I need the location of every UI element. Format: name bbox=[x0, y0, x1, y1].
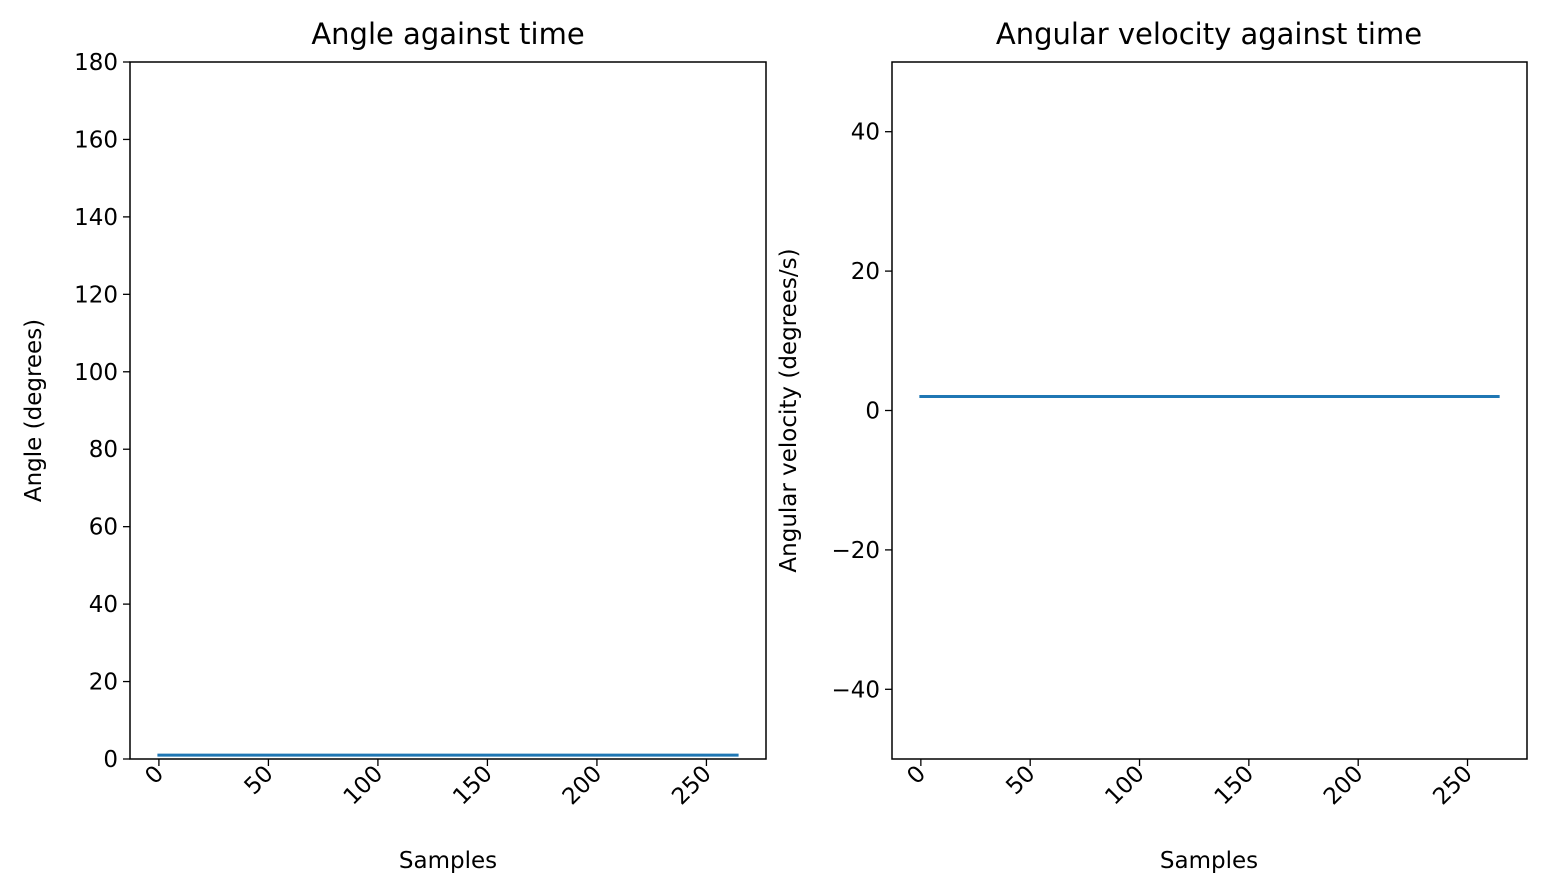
angle-chart-y-tick-label: 80 bbox=[89, 437, 118, 463]
angle-chart-axes-frame bbox=[129, 61, 767, 760]
angle-chart-y-axis-label: Angle (degrees) bbox=[21, 319, 47, 502]
angular-velocity-chart-title: Angular velocity against time bbox=[996, 17, 1422, 51]
angle-chart-y-tick-label: 140 bbox=[74, 205, 118, 231]
angular-velocity-chart-axes-frame bbox=[891, 61, 1528, 760]
angle-chart-y-tick-label: 0 bbox=[103, 747, 118, 773]
angle-chart: Angle against time Samples Angle (degree… bbox=[21, 17, 767, 874]
angle-chart-y-tick-label: 60 bbox=[89, 515, 118, 541]
angular-velocity-chart-y-tick-label: −20 bbox=[831, 538, 880, 564]
angular-velocity-chart-y-tick-label: 0 bbox=[865, 399, 880, 425]
angle-chart-y-tick-label: 180 bbox=[74, 50, 118, 76]
angular-velocity-chart-y-tick-label: 40 bbox=[851, 120, 880, 146]
angle-chart-y-tick-label: 120 bbox=[74, 282, 118, 308]
angular-velocity-chart-y-tick-label: 20 bbox=[851, 259, 880, 285]
angle-chart-y-tick-label: 40 bbox=[89, 592, 118, 618]
angle-chart-y-tick-label: 100 bbox=[74, 360, 118, 386]
angle-chart-title: Angle against time bbox=[311, 17, 584, 51]
angular-velocity-chart-y-tick-label: −40 bbox=[831, 677, 880, 703]
angular-velocity-chart-y-axis-label: Angular velocity (degrees/s) bbox=[776, 248, 802, 572]
angle-chart-y-tick-label: 20 bbox=[89, 670, 118, 696]
angle-chart-x-axis-label: Samples bbox=[399, 848, 497, 874]
angle-chart-y-tick-label: 160 bbox=[74, 127, 118, 153]
angular-velocity-chart-x-axis-label: Samples bbox=[1160, 848, 1258, 874]
